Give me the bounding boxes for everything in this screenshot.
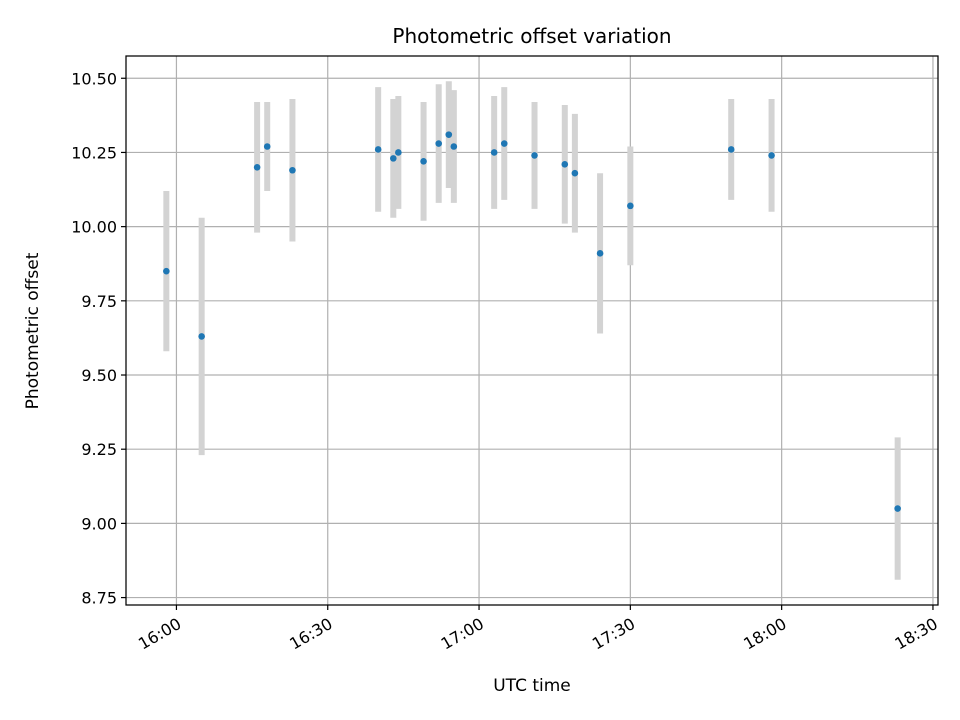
y-tick-label: 10.00	[71, 218, 117, 237]
data-points	[163, 131, 901, 512]
data-point	[500, 140, 508, 147]
y-tick-label: 9.25	[81, 440, 117, 459]
data-point	[435, 140, 442, 147]
chart-title: Photometric offset variation	[392, 24, 671, 48]
data-point	[395, 149, 402, 156]
data-point	[253, 163, 261, 171]
data-point	[571, 169, 579, 177]
data-point	[531, 152, 538, 159]
y-tick-label: 9.00	[81, 514, 117, 533]
y-tick-label: 8.75	[81, 589, 117, 608]
data-point	[374, 146, 382, 153]
x-axis-title: UTC time	[493, 676, 571, 696]
y-tick-label: 9.75	[81, 292, 117, 311]
data-point	[390, 155, 397, 162]
y-axis-title: Photometric offset	[23, 252, 43, 409]
y-tick-label: 10.25	[71, 143, 117, 162]
data-point	[289, 166, 296, 174]
data-point	[450, 143, 458, 150]
data-point	[420, 158, 427, 165]
data-point	[768, 152, 775, 159]
data-point	[490, 149, 498, 156]
y-tick-label: 10.50	[71, 69, 117, 88]
y-axis-ticks: 8.75 9.00 9.25 9.50 9.75 10.00 10.25 10.50	[71, 69, 126, 608]
y-tick-label: 9.50	[81, 366, 117, 385]
data-point	[561, 161, 569, 168]
data-point	[445, 131, 453, 138]
plot-frame	[125, 55, 939, 606]
data-point	[163, 267, 170, 275]
data-point	[263, 143, 271, 150]
data-point	[727, 146, 735, 153]
data-point	[596, 250, 604, 257]
data-point	[894, 505, 901, 512]
data-point	[198, 333, 205, 340]
data-point	[627, 202, 634, 210]
